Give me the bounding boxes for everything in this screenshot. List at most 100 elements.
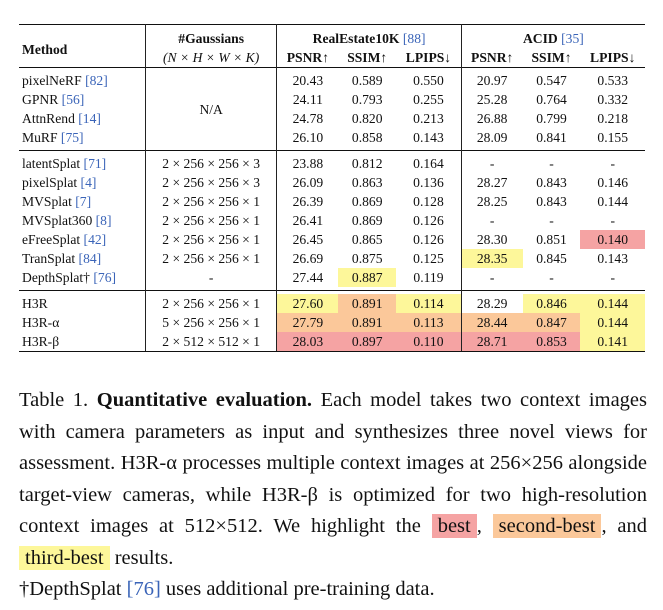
metric-cell: 0.550 xyxy=(413,73,444,88)
header-metric: SSIM↑ xyxy=(531,50,572,65)
metric-cell: 0.846 xyxy=(522,294,581,313)
table-row: MVSplat360 [8] 2 × 256 × 256 × 1 26.41 0.86… xyxy=(19,211,645,230)
gaussians-cell: 5 × 256 × 256 × 1 xyxy=(144,313,277,332)
method-ref: [84] xyxy=(78,251,102,266)
metric-cell: 26.41 xyxy=(276,211,339,230)
table-row: latentSplat [71] 2 × 256 × 256 × 3 23.88 0.… xyxy=(19,154,645,173)
method-ref: [71] xyxy=(83,156,107,171)
metric-cell: 26.45 xyxy=(276,230,339,249)
metric-cell: 28.29 xyxy=(460,294,523,313)
metric-cell: 0.128 xyxy=(413,194,444,209)
table-row: AttnRend [14] 24.78 0.820 0.213 26.88 0.799 0.… xyxy=(19,109,645,128)
table-caption: Table 1. Quantitative evaluation. Each m… xyxy=(19,385,647,606)
method-name: H3R-α xyxy=(22,315,60,330)
method-name: H3R xyxy=(22,296,48,311)
metric-cell: 0.533 xyxy=(597,73,629,88)
header-gaussians-sub: (N × H × W × K) xyxy=(144,48,277,68)
metric-cell: - xyxy=(460,268,523,287)
gaussians-cell: N/A xyxy=(144,71,277,147)
metric-cell: 0.126 xyxy=(413,213,444,228)
method-name: GPNR [56] xyxy=(22,92,85,107)
metric-cell: 0.218 xyxy=(597,111,629,126)
metric-cell: 0.119 xyxy=(413,270,444,285)
metric-cell: 0.141 xyxy=(580,332,645,352)
metric-cell: 0.793 xyxy=(351,92,383,107)
method-name: AttnRend [14] xyxy=(22,111,101,126)
metric-cell: 0.113 xyxy=(396,313,462,332)
method-ref: [7] xyxy=(75,194,92,209)
metric-cell: 0.144 xyxy=(580,294,645,313)
metric-cell: 0.140 xyxy=(580,230,645,249)
header-metric: SSIM↑ xyxy=(347,50,388,65)
method-name: MuRF [75] xyxy=(22,130,84,145)
metric-cell: 0.143 xyxy=(413,130,444,145)
metric-cell: 28.71 xyxy=(460,332,523,352)
method-name: latentSplat [71] xyxy=(22,156,107,171)
metric-cell: 0.858 xyxy=(351,130,383,145)
caption-and: , and xyxy=(601,515,648,537)
method-ref: [4] xyxy=(80,175,97,190)
metric-cell: 0.213 xyxy=(413,111,444,126)
metric-cell: 0.853 xyxy=(522,332,581,352)
metric-cell: 0.799 xyxy=(536,111,567,126)
method-name: MVSplat [7] xyxy=(22,194,92,209)
method-name: H3R-β xyxy=(19,332,146,352)
metric-cell: - xyxy=(460,211,523,230)
header-metric: LPIPS↓ xyxy=(405,50,452,65)
table-row: MuRF [75] 26.10 0.858 0.143 28.09 0.841 0.155 xyxy=(19,128,645,147)
gaussians-cell: 2 × 256 × 256 × 1 xyxy=(144,294,277,313)
gaussians-cell: 2 × 256 × 256 × 3 xyxy=(144,154,277,173)
metric-cell: 26.88 xyxy=(460,109,523,128)
metric-cell: 0.841 xyxy=(536,130,567,145)
metric-cell: 0.812 xyxy=(351,156,383,171)
gaussians-cell: 2 × 512 × 512 × 1 xyxy=(144,332,277,352)
method-ref: [75] xyxy=(60,130,84,145)
metric-cell: 0.820 xyxy=(351,111,383,126)
legend-second: second-best xyxy=(492,514,602,538)
metric-cell: 20.43 xyxy=(276,71,339,90)
header-gaussians: #Gaussians xyxy=(144,24,277,48)
metric-cell: 26.10 xyxy=(276,128,339,147)
metric-cell: 25.28 xyxy=(460,90,523,109)
metric-cell: 0.847 xyxy=(522,313,581,332)
metric-cell: - xyxy=(549,156,554,171)
results-table: Method #Gaussians RealEstate10K [88] ACI… xyxy=(19,24,645,352)
metric-cell: 0.865 xyxy=(351,232,383,247)
metric-cell: - xyxy=(549,270,554,285)
metric-cell: 0.845 xyxy=(536,251,567,266)
metric-cell: 0.547 xyxy=(536,73,567,88)
metric-cell: 28.25 xyxy=(460,192,523,211)
method-name: pixelSplat [4] xyxy=(22,175,97,190)
method-ref: [76] xyxy=(93,270,117,285)
metric-cell: 0.146 xyxy=(597,175,629,190)
table-row: TranSplat [84] 2 × 256 × 256 × 1 26.69 0.87… xyxy=(19,249,645,268)
metric-cell: - xyxy=(610,156,615,171)
metric-cell: 26.69 xyxy=(276,249,339,268)
metric-cell: - xyxy=(549,213,554,228)
caption-label: Table 1. xyxy=(19,389,89,411)
caption-results: results. xyxy=(114,546,174,569)
metric-cell: 28.09 xyxy=(460,128,523,147)
metric-cell: 27.79 xyxy=(276,313,339,332)
metric-cell: 0.164 xyxy=(413,156,444,171)
metric-cell: 0.136 xyxy=(413,175,444,190)
metric-cell: 28.03 xyxy=(276,332,339,352)
metric-cell: 0.869 xyxy=(351,213,383,228)
method-ref: [56] xyxy=(61,92,85,107)
results-table-wrap: Method #Gaussians RealEstate10K [88] ACI… xyxy=(19,24,645,352)
method-name: eFreeSplat [42] xyxy=(22,232,107,247)
metric-cell: 27.44 xyxy=(276,268,339,287)
method-name: TranSplat [84] xyxy=(22,251,102,266)
metric-cell: 0.897 xyxy=(338,332,397,352)
metric-cell: 28.35 xyxy=(460,249,523,268)
header-metric: PSNR↑ xyxy=(460,48,523,68)
gaussians-cell: 2 × 256 × 256 × 3 xyxy=(144,173,277,192)
footnote: †DepthSplat [76] uses additional pre-tra… xyxy=(19,578,435,600)
caption-title: Quantitative evaluation. xyxy=(96,389,313,411)
legend-third: third-best xyxy=(19,545,110,570)
metric-cell: 0.114 xyxy=(396,294,462,313)
metric-cell: 28.27 xyxy=(460,173,523,192)
legend-best: best xyxy=(431,514,477,538)
caption-comma: , xyxy=(476,515,482,537)
gaussians-cell: 2 × 256 × 256 × 1 xyxy=(144,230,277,249)
